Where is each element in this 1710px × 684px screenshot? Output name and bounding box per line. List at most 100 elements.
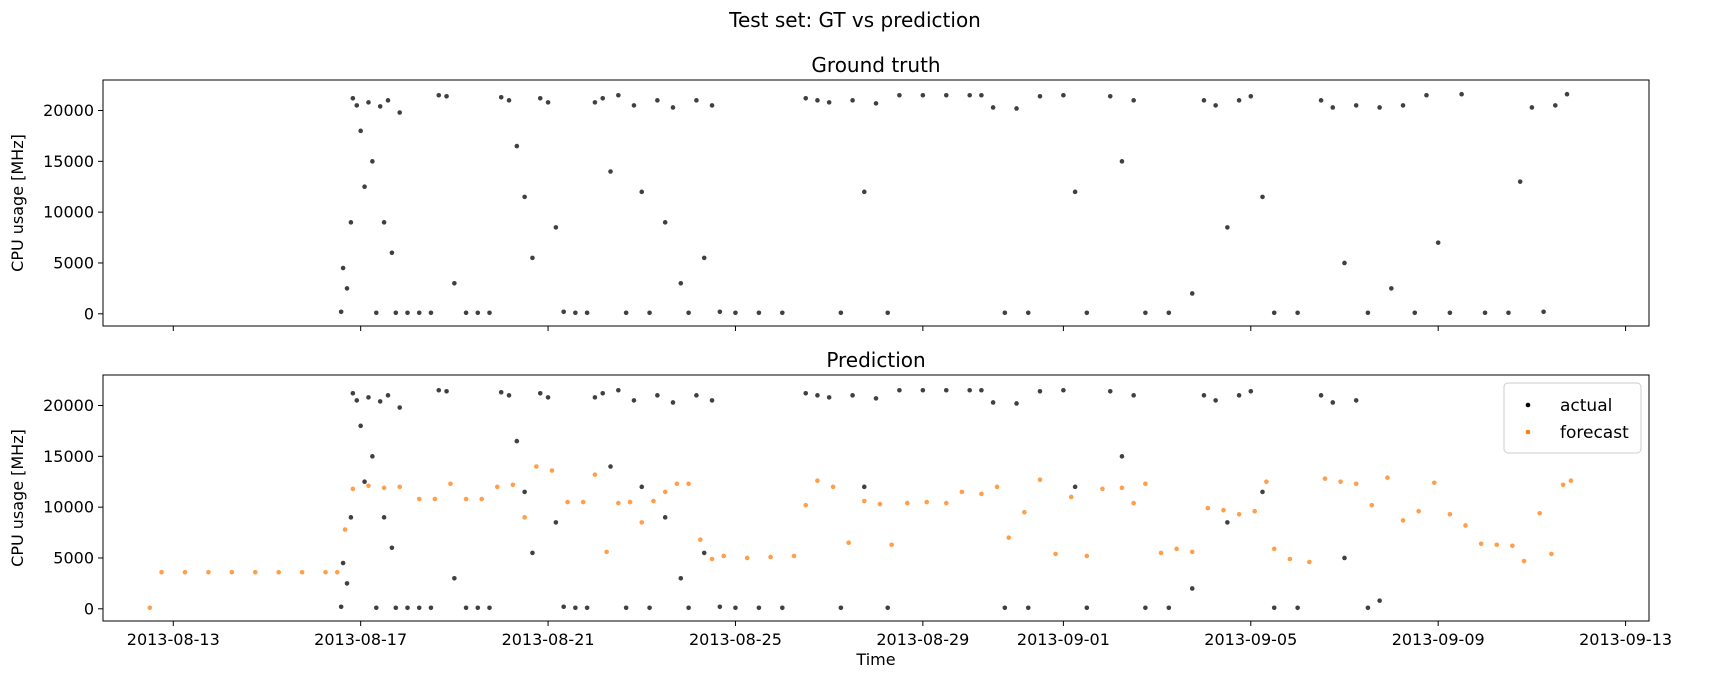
data-point	[889, 542, 894, 548]
data-point	[733, 605, 738, 611]
data-point	[553, 520, 559, 525]
data-point	[344, 581, 350, 586]
data-point	[1166, 605, 1172, 611]
data-point	[522, 194, 527, 200]
data-point	[1022, 509, 1027, 515]
data-point	[623, 605, 629, 611]
data-point	[463, 605, 469, 611]
data-point	[1084, 310, 1090, 316]
data-point	[452, 576, 457, 581]
data-point	[1143, 605, 1148, 611]
data-point	[1205, 505, 1211, 511]
data-point	[600, 95, 606, 101]
data-point	[694, 393, 699, 398]
data-point	[1053, 551, 1058, 557]
data-point	[1119, 159, 1125, 164]
data-point	[1174, 546, 1179, 552]
data-point	[514, 143, 520, 149]
data-point	[498, 94, 504, 100]
data-point	[803, 95, 809, 101]
data-point	[370, 454, 375, 459]
y-axis-label: CPU usage [MHz]	[8, 134, 27, 272]
data-point	[561, 309, 566, 315]
data-point	[381, 485, 387, 491]
data-point	[1271, 546, 1277, 552]
data-point	[405, 310, 410, 316]
data-point	[537, 390, 543, 396]
data-point	[580, 499, 586, 505]
data-point	[678, 576, 684, 581]
data-point	[1002, 605, 1008, 611]
x-tick-label: 2013-08-13	[127, 630, 220, 649]
data-point	[850, 393, 855, 398]
data-point	[1225, 225, 1230, 230]
data-point	[709, 556, 715, 562]
data-point	[1201, 98, 1207, 103]
data-point	[1107, 388, 1113, 394]
data-point	[1025, 310, 1031, 316]
data-point	[1143, 481, 1148, 487]
x-axis-label: Time	[855, 650, 895, 669]
data-point	[631, 398, 637, 403]
x-tick-label: 2013-09-05	[1204, 630, 1297, 649]
data-point	[1369, 502, 1375, 508]
data-point	[943, 500, 949, 506]
data-point	[1435, 240, 1441, 245]
y-tick-label: 5000	[53, 548, 94, 567]
data-point	[873, 396, 879, 401]
data-point	[1517, 179, 1523, 184]
data-point	[553, 225, 559, 230]
data-point	[1061, 387, 1066, 393]
data-point	[377, 104, 383, 109]
plot-frame	[102, 79, 1650, 327]
data-point	[733, 310, 738, 316]
data-point	[1221, 507, 1226, 513]
data-point	[1158, 550, 1164, 556]
data-point	[780, 605, 785, 611]
data-point	[1377, 105, 1382, 110]
x-tick-label: 2013-08-17	[314, 630, 407, 649]
data-point	[967, 387, 972, 393]
data-point	[1482, 310, 1488, 316]
x-tick-label: 2013-08-29	[876, 630, 969, 649]
data-point	[1037, 388, 1043, 394]
data-point	[1353, 398, 1359, 403]
data-point	[861, 484, 867, 490]
data-point	[1252, 508, 1257, 514]
data-point	[1084, 553, 1090, 559]
data-point	[1037, 477, 1043, 483]
data-point	[1002, 310, 1008, 316]
data-point	[1564, 91, 1570, 97]
data-point	[428, 310, 434, 316]
data-point	[698, 537, 703, 542]
data-point	[381, 220, 387, 225]
data-point	[897, 92, 902, 98]
data-point	[1365, 310, 1371, 316]
data-point	[674, 481, 680, 487]
data-point	[600, 390, 606, 396]
data-point	[861, 189, 867, 195]
data-point	[475, 605, 481, 611]
data-point	[1107, 93, 1113, 99]
data-point	[1260, 194, 1265, 200]
data-point	[686, 605, 691, 611]
data-point	[475, 310, 481, 316]
data-point	[1459, 91, 1464, 97]
y-tick-label: 20000	[43, 396, 94, 415]
data-point	[920, 92, 926, 98]
data-point	[631, 103, 637, 108]
data-point	[1521, 558, 1527, 564]
data-point	[616, 92, 621, 98]
data-point	[756, 605, 762, 611]
data-point	[717, 309, 723, 315]
data-point	[299, 569, 305, 575]
data-point	[463, 310, 469, 316]
data-point	[979, 92, 984, 98]
data-point	[373, 310, 379, 316]
data-point	[744, 555, 750, 561]
plot-frame	[102, 374, 1650, 622]
data-point	[487, 605, 492, 611]
data-point	[1353, 103, 1359, 108]
data-point	[393, 605, 399, 611]
